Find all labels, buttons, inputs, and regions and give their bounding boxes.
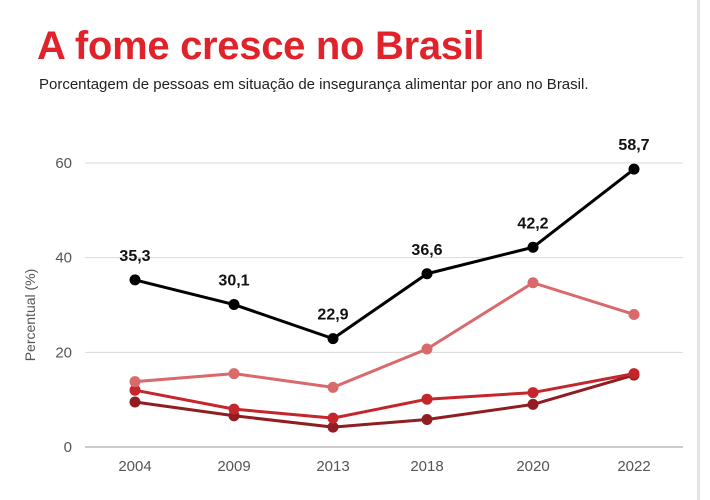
- data-label: 36,6: [411, 242, 442, 259]
- data-point: [327, 333, 339, 345]
- data-labels: 35,3 30,1 22,9 36,6 42,2 58,7: [119, 137, 649, 323]
- x-tick-label: 2013: [316, 458, 349, 475]
- y-axis-label: Percentual (%): [22, 269, 38, 362]
- data-point: [327, 421, 339, 433]
- series-line: [134, 373, 635, 429]
- data-label: 58,7: [618, 137, 649, 154]
- series-line: [134, 167, 635, 341]
- data-point: [628, 308, 640, 320]
- x-tick-label: 2018: [410, 458, 443, 475]
- data-label: 42,2: [517, 215, 548, 232]
- x-axis-ticks: 2004 2009 2013 2018 2020 2022: [118, 458, 650, 475]
- grid-lines: [85, 162, 683, 448]
- series-line: [134, 281, 635, 389]
- data-point: [228, 368, 240, 380]
- data-point: [228, 403, 240, 415]
- y-axis-ticks: 0 20 40 60: [55, 155, 72, 456]
- y-tick-label: 0: [64, 439, 72, 456]
- data-point: [327, 381, 339, 393]
- x-tick-label: 2022: [617, 458, 650, 475]
- data-point: [628, 368, 640, 380]
- data-label: 30,1: [218, 273, 249, 290]
- data-point: [228, 299, 240, 311]
- data-label: 35,3: [119, 248, 150, 265]
- y-tick-label: 60: [55, 155, 72, 172]
- series-line: [134, 372, 635, 420]
- data-point: [129, 376, 141, 388]
- chart-subtitle: Porcentagem de pessoas em situação de in…: [39, 76, 589, 93]
- data-label: 22,9: [317, 307, 348, 324]
- chart-title: A fome cresce no Brasil: [37, 24, 485, 68]
- data-point: [129, 384, 141, 396]
- series-group: [129, 163, 640, 433]
- data-point: [421, 393, 433, 405]
- data-point: [527, 241, 539, 253]
- y-tick-label: 20: [55, 344, 72, 361]
- data-point: [527, 277, 539, 289]
- data-point: [327, 412, 339, 424]
- x-tick-label: 2020: [516, 458, 549, 475]
- data-point: [129, 274, 141, 286]
- data-point: [527, 398, 539, 410]
- data-point: [129, 396, 141, 408]
- x-tick-label: 2004: [118, 458, 151, 475]
- page-edge-rule: [697, 0, 700, 500]
- y-tick-label: 40: [55, 250, 72, 267]
- data-point: [421, 414, 433, 426]
- x-tick-label: 2009: [217, 458, 250, 475]
- data-point: [421, 268, 433, 280]
- data-point: [527, 387, 539, 399]
- data-point: [421, 343, 433, 355]
- data-point: [628, 163, 640, 175]
